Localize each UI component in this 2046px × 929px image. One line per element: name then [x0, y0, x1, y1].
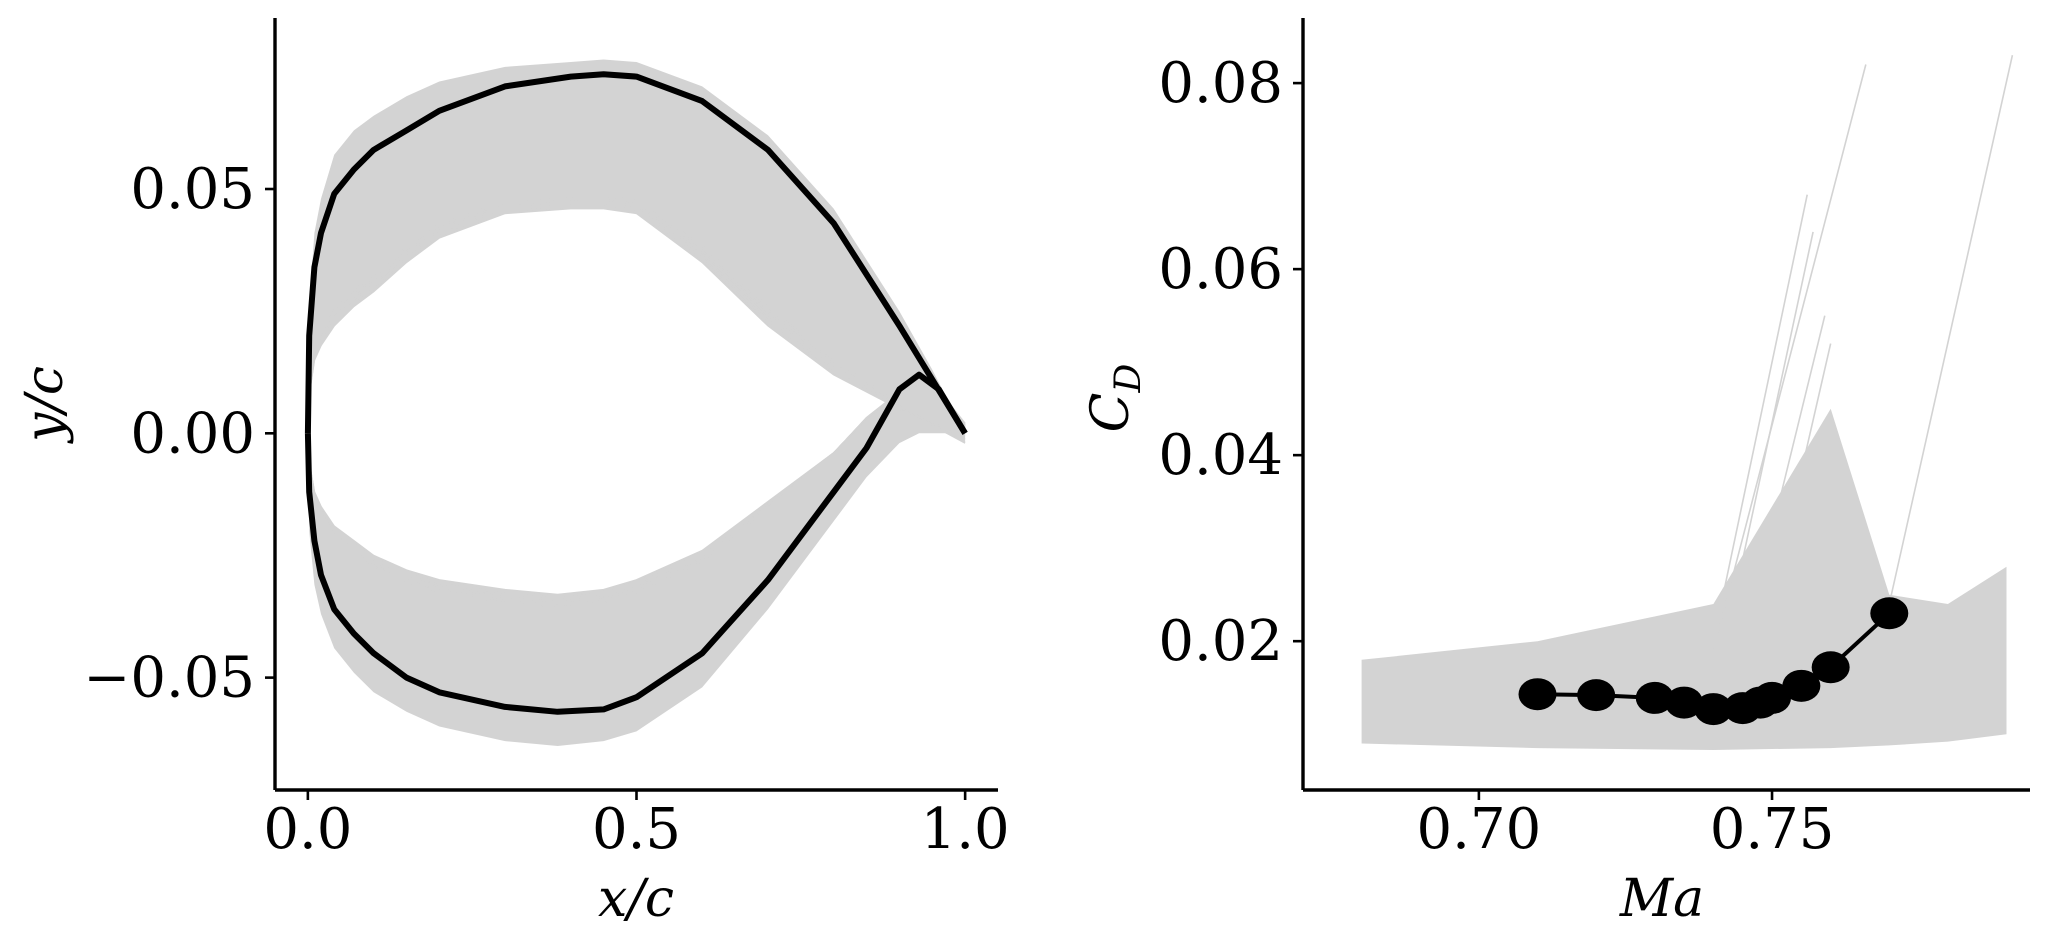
drag-data-point: [1694, 693, 1733, 726]
family-line: [307, 383, 966, 598]
x-tick-label: 1.0: [921, 797, 1010, 862]
cd-symbol: C: [1081, 393, 1141, 433]
right-x-ticks: 0.70 0.75: [1417, 790, 1835, 862]
cd-subscript: D: [1108, 364, 1149, 394]
family-line: [307, 382, 966, 603]
y-tick-label: 0.05: [130, 157, 255, 222]
family-line: [1759, 343, 1832, 651]
highlighted-drag-curve: [1518, 597, 1909, 726]
airfoil-shape-plot: 0.0 0.5 1.0 −0.05 0.00 0.05 x/c y/c: [15, 18, 1010, 929]
left-y-axis-label: y/c: [15, 366, 75, 444]
left-y-ticks: −0.05 0.00 0.05: [83, 157, 275, 711]
y-tick-label: 0.04: [1158, 423, 1283, 488]
drag-data-point: [1782, 669, 1821, 702]
drag-data-point: [1665, 686, 1704, 719]
y-tick-label: 0.02: [1158, 609, 1283, 674]
lower-surface-envelope: [307, 384, 966, 746]
drag-data-point: [1577, 679, 1616, 712]
drag-vs-mach-plot: 0.70 0.75 0.02 0.04 0.06 0.08 Ma CD: [1081, 18, 2030, 929]
drag-data-point: [1870, 597, 1909, 630]
family-line: [307, 382, 966, 601]
drag-data-point: [1518, 678, 1557, 711]
airfoil-upper-surface: [304, 71, 968, 435]
drag-data-point: [1635, 681, 1674, 714]
x-tick-label: 0.75: [1710, 797, 1835, 862]
airfoil-lower-surface: [304, 371, 968, 715]
left-x-axis-label: x/c: [598, 869, 674, 929]
family-line: [1712, 64, 1867, 651]
y-tick-label: −0.05: [83, 646, 255, 711]
family-line: [1888, 55, 2014, 605]
right-y-ticks: 0.02 0.04 0.06 0.08: [1158, 51, 1303, 674]
drag-data-point: [1811, 651, 1850, 684]
family-line: [1712, 194, 1808, 642]
x-tick-label: 0.0: [263, 797, 352, 862]
family-line: [307, 381, 966, 609]
drag-curve-family: [1361, 55, 2014, 750]
left-x-ticks: 0.0 0.5 1.0: [263, 790, 1010, 862]
airfoil-family-envelope: [307, 59, 966, 746]
right-y-axis-label: CD: [1081, 364, 1149, 433]
y-tick-label: 0.00: [130, 401, 255, 466]
x-tick-label: 0.70: [1417, 797, 1542, 862]
drag-data-point: [1753, 681, 1792, 714]
family-line: [307, 383, 966, 596]
family-line: [1741, 315, 1826, 651]
svg-text:CD: CD: [1081, 364, 1149, 433]
family-line: [307, 382, 966, 600]
right-x-axis-label: Ma: [1619, 869, 1704, 929]
y-tick-label: 0.06: [1158, 237, 1283, 302]
highlighted-airfoil: [304, 71, 968, 715]
family-line: [1724, 231, 1814, 642]
y-tick-label: 0.08: [1158, 51, 1283, 116]
family-line: [307, 195, 966, 444]
x-tick-label: 0.5: [592, 797, 681, 862]
